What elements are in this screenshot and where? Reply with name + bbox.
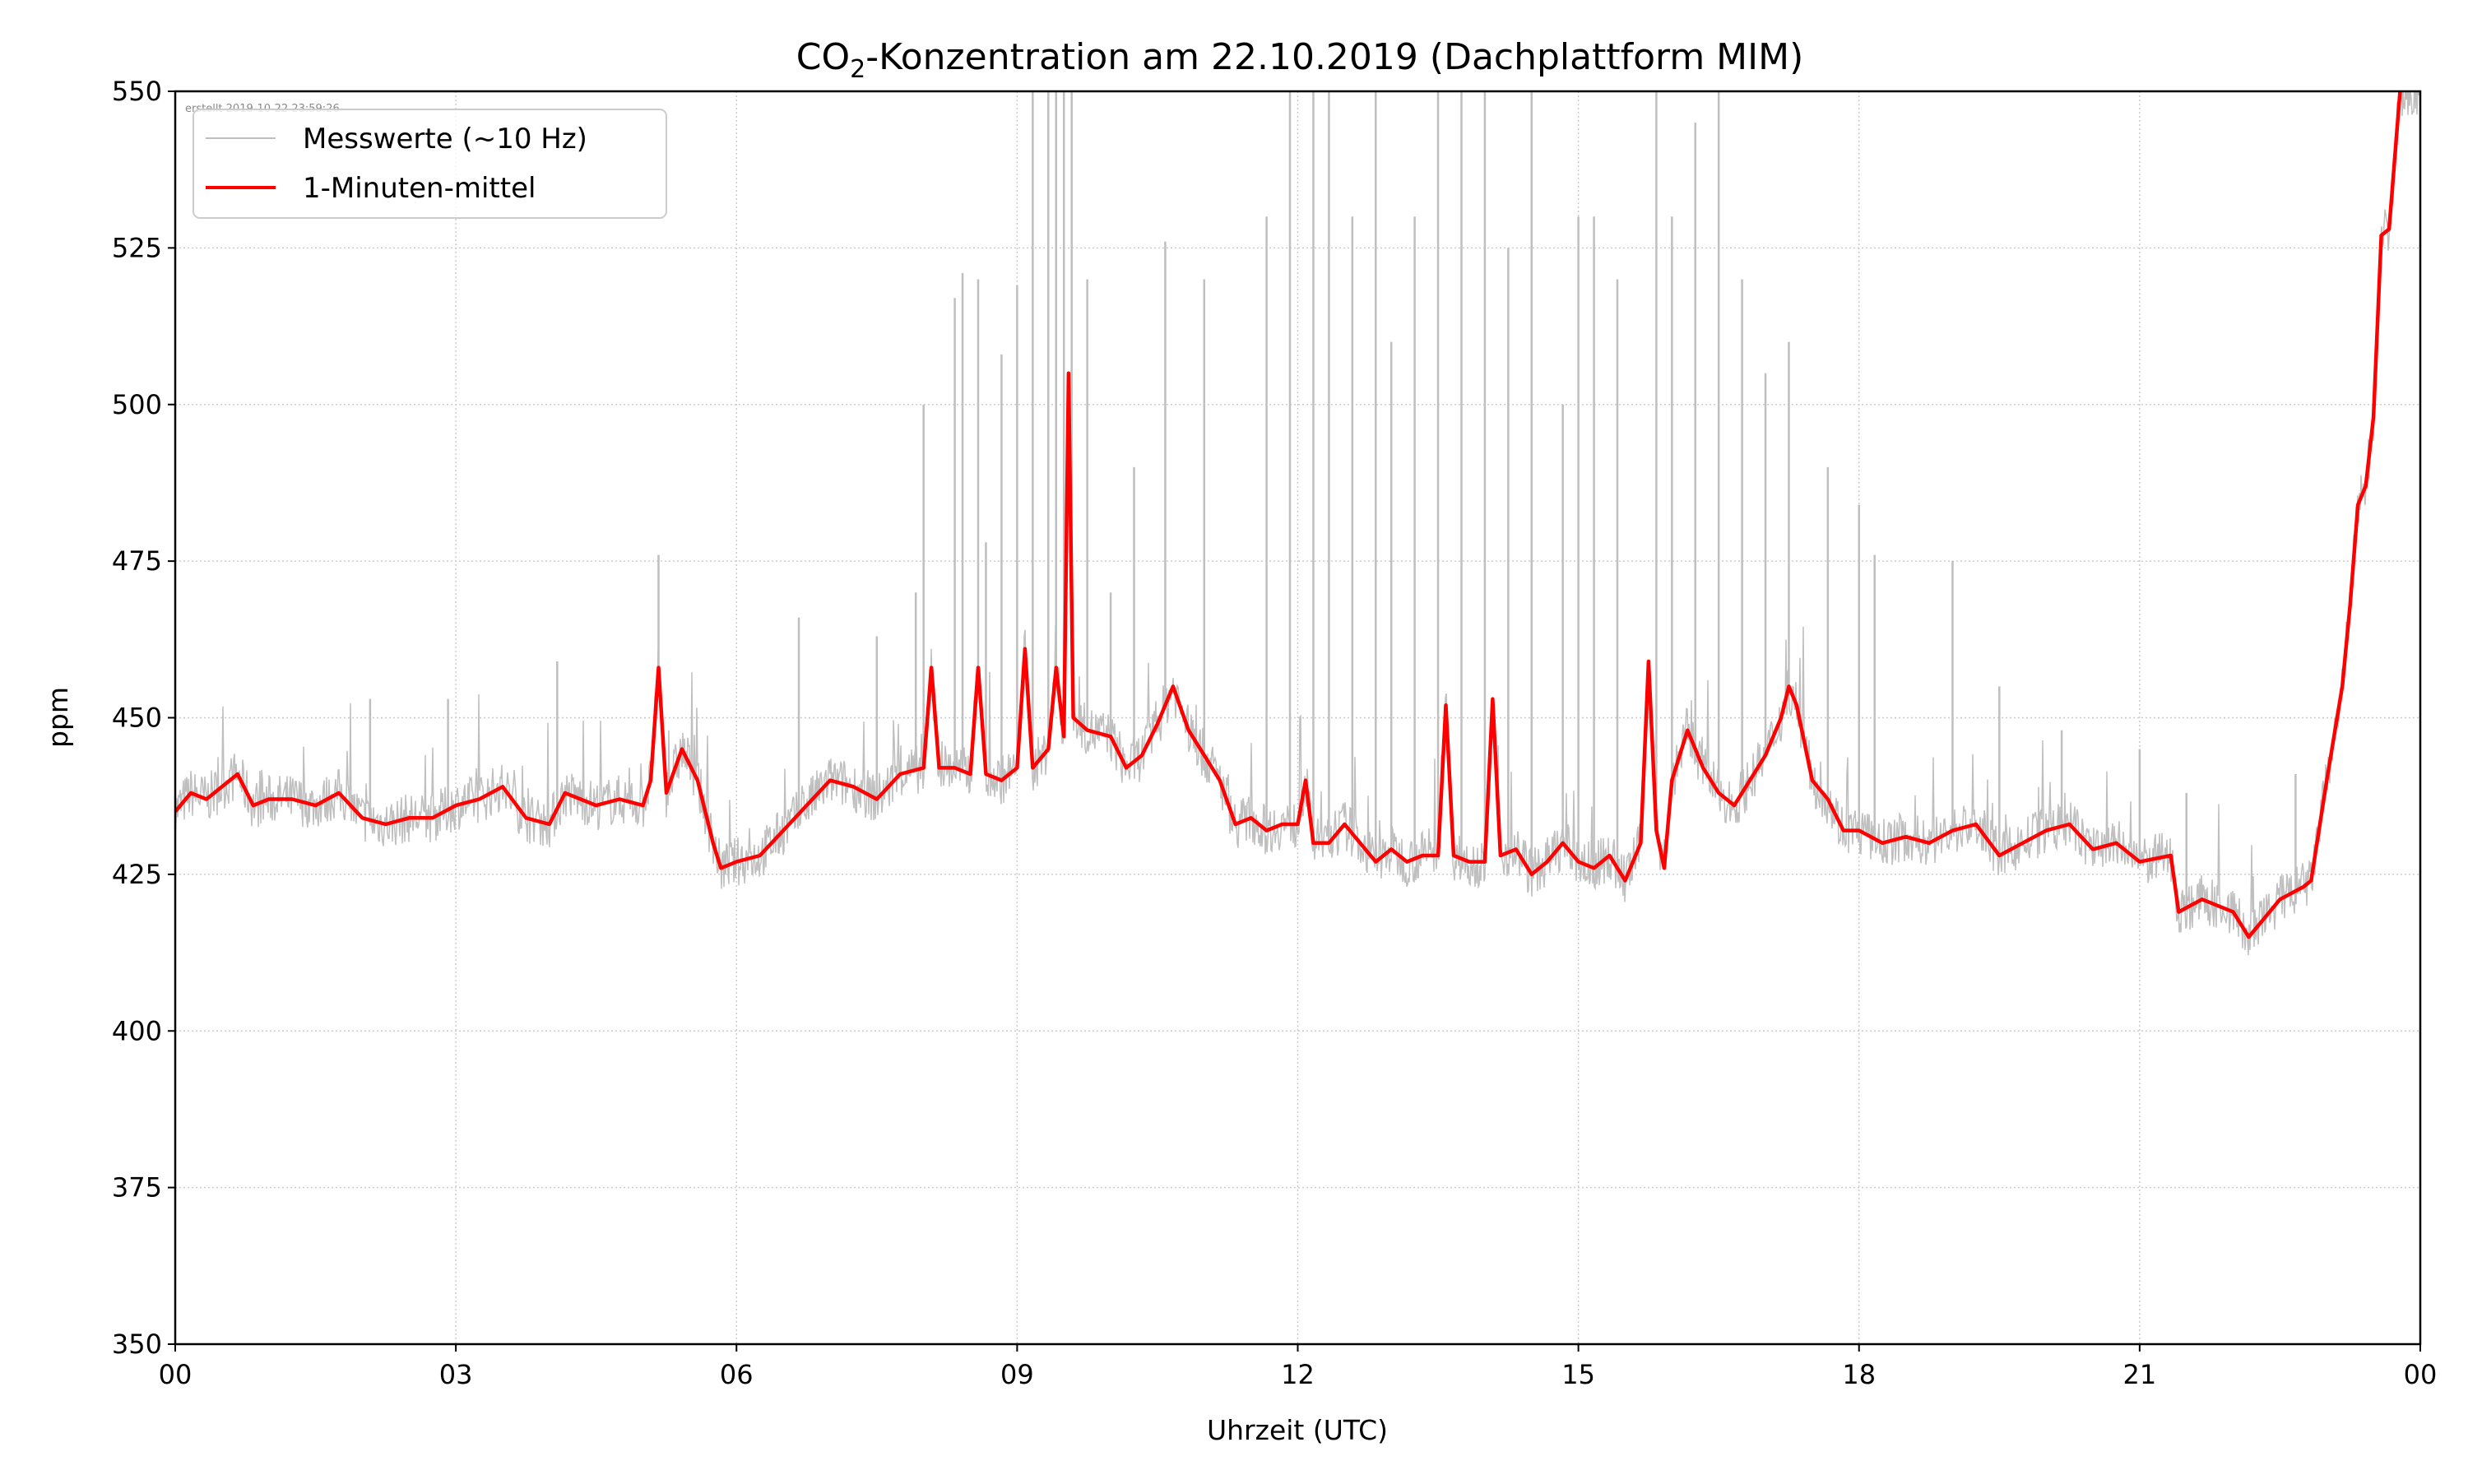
- x-tick-label: 03: [439, 1359, 473, 1390]
- y-tick-label: 375: [112, 1172, 162, 1203]
- mean-line: [175, 91, 2402, 939]
- x-tick-label: 21: [2123, 1359, 2157, 1390]
- raw-line: [175, 91, 2420, 956]
- y-tick-label: 525: [112, 232, 162, 263]
- y-axis: 350 375 400 425 450 475 500 525 550: [112, 76, 175, 1360]
- y-tick-label: 550: [112, 76, 162, 107]
- grid-lines: [175, 91, 2420, 1344]
- y-tick-label: 400: [112, 1015, 162, 1046]
- legend-mean-label: 1-Minuten-mittel: [303, 172, 536, 205]
- x-tick-label: 09: [1000, 1359, 1034, 1390]
- x-axis: 00 03 06 09 12 15 18 21 00: [159, 1344, 2438, 1390]
- x-tick-label: 00: [159, 1359, 193, 1390]
- x-tick-label: 18: [1842, 1359, 1876, 1390]
- legend-raw-label: Messwerte (~10 Hz): [303, 123, 587, 155]
- y-tick-label: 500: [112, 389, 162, 420]
- x-tick-label: 00: [2404, 1359, 2438, 1390]
- x-tick-label: 12: [1281, 1359, 1315, 1390]
- x-tick-label: 15: [1561, 1359, 1595, 1390]
- raw-series: [175, 91, 2420, 956]
- y-tick-label: 425: [112, 859, 162, 890]
- mean-series: [175, 91, 2402, 939]
- y-tick-label: 475: [112, 545, 162, 577]
- legend: Messwerte (~10 Hz) 1-Minuten-mittel: [193, 109, 667, 219]
- x-tick-label: 06: [720, 1359, 754, 1390]
- y-axis-label: ppm: [42, 687, 74, 748]
- y-tick-label: 350: [112, 1329, 162, 1360]
- x-axis-label: Uhrzeit (UTC): [1207, 1414, 1388, 1446]
- chart-title: CO2-Konzentration am 22.10.2019 (Dachpla…: [796, 36, 1804, 84]
- y-tick-label: 450: [112, 703, 162, 734]
